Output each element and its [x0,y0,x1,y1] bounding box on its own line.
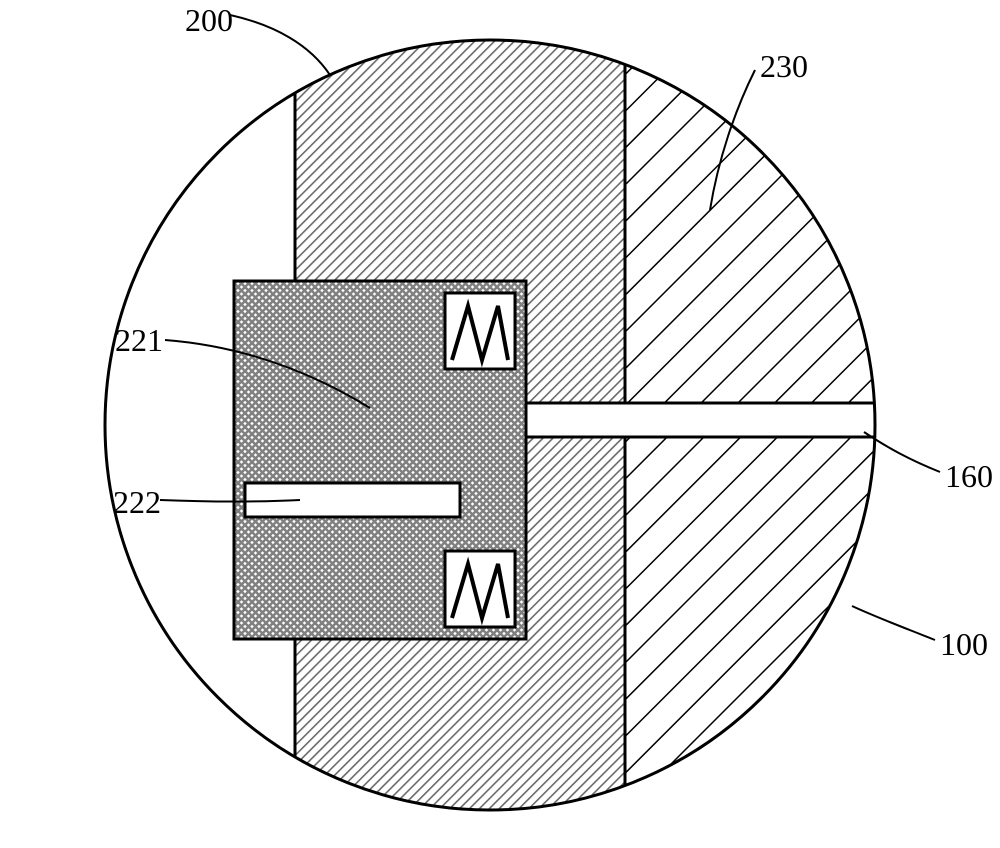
spring-bottom [445,551,515,627]
leader-200 [230,15,330,75]
diagram-svg [0,0,1000,848]
diagram-canvas: 200 230 221 222 160 100 [0,0,1000,848]
leader-222 [160,500,300,502]
spring-top [445,293,515,369]
label-100: 100 [940,626,988,663]
label-200: 200 [185,2,233,39]
label-160: 160 [945,458,993,495]
label-222: 222 [113,484,161,521]
label-221: 221 [115,322,163,359]
leader-100 [852,606,935,640]
label-230: 230 [760,48,808,85]
